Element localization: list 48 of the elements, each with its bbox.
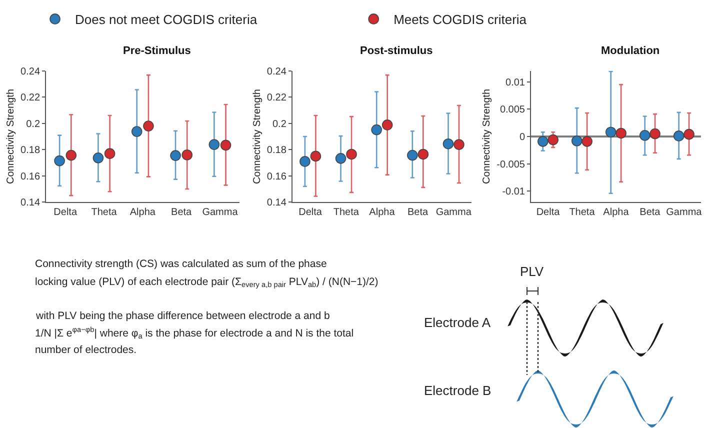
y-tick-label: 0.24 xyxy=(266,66,287,78)
x-tick-label: Delta xyxy=(536,207,560,218)
x-tick-label: Gamma xyxy=(666,207,702,218)
y-tick-label: 0.2 xyxy=(272,118,287,130)
y-axis-title: Connectivity Strength xyxy=(482,88,493,184)
y-tick-label: -0.005 xyxy=(496,159,526,170)
y-tick-label: 0 xyxy=(519,132,526,144)
y-axis-title: Connectivity Strength xyxy=(252,88,263,184)
x-tick-label: Beta xyxy=(640,207,661,218)
y-tick-label: 0.18 xyxy=(266,145,287,156)
y-tick-label: 0.16 xyxy=(266,171,287,182)
y-tick-label: -0.01 xyxy=(502,186,526,198)
x-tick-label: Alpha xyxy=(369,207,396,218)
y-tick-label: 0.22 xyxy=(266,92,287,104)
x-tick-label: Gamma xyxy=(202,207,238,218)
text: Electrode A xyxy=(424,315,491,330)
x-tick-label: Gamma xyxy=(436,207,472,218)
x-tick-label: Alpha xyxy=(130,207,156,218)
y-tick-label: 0.14 xyxy=(266,198,287,209)
y-tick-label: 0.16 xyxy=(20,171,40,182)
x-tick-label: Delta xyxy=(54,207,78,218)
text: 1/N |Σ e$^{φa−φb}$| where φ$_{a}$ is the phase for electrode a and N is the total xyxy=(35,325,354,341)
chart-title: Pre-Stimulus xyxy=(123,45,191,57)
chart-title: Post-stimulus xyxy=(360,45,433,57)
y-tick-label: 0.22 xyxy=(20,92,40,104)
text: locking value (PLV) of each electrode pair (Σ$_{every a,b pair}$ PLV$_{ab}$) / (N(N−1)/2) xyxy=(35,276,378,290)
y-axis-title: Connectivity Strength xyxy=(6,88,17,184)
y-tick-label: 0.01 xyxy=(506,77,526,88)
x-tick-label: Alpha xyxy=(603,207,630,218)
text: Connectivity strength (CS) was calculated as sum of the phase xyxy=(35,258,327,270)
legend-label: Meets COGDIS criteria xyxy=(394,12,528,28)
y-tick-label: 0.005 xyxy=(500,104,526,116)
text: PLV xyxy=(520,264,544,279)
y-tick-label: 0.2 xyxy=(26,118,40,130)
chart-title: Modulation xyxy=(601,45,660,57)
x-tick-label: Beta xyxy=(171,207,192,218)
text: with PLV being the phase difference between electrode a and b xyxy=(35,310,330,322)
legend-label: Does not meet COGDIS criteria xyxy=(75,12,258,28)
y-tick-label: 0.24 xyxy=(20,66,40,78)
y-tick-label: 0.14 xyxy=(20,198,40,209)
y-tick-label: 0.18 xyxy=(20,145,40,156)
x-tick-label: Theta xyxy=(333,207,360,218)
x-tick-label: Beta xyxy=(408,207,429,218)
x-tick-label: Theta xyxy=(91,207,118,218)
x-tick-label: Theta xyxy=(569,207,596,218)
x-tick-label: Delta xyxy=(298,207,322,218)
text: number of electrodes. xyxy=(35,344,137,356)
text: Electrode B xyxy=(424,383,492,398)
